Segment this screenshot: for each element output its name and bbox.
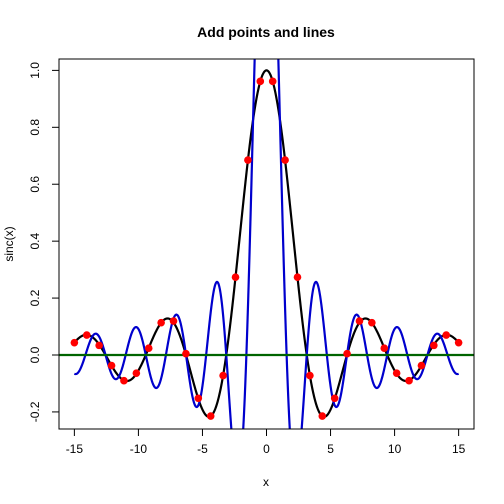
data-point bbox=[281, 156, 289, 164]
series-line-2 bbox=[73, 59, 460, 429]
y-tick-label: -0.2 bbox=[28, 401, 42, 422]
data-point bbox=[343, 349, 351, 358]
data-point bbox=[368, 318, 376, 327]
data-point bbox=[244, 156, 252, 164]
data-point bbox=[355, 317, 364, 325]
data-point bbox=[219, 371, 227, 380]
y-tick-label: 1.0 bbox=[28, 62, 42, 79]
x-axis-label: x bbox=[263, 475, 269, 489]
data-point bbox=[392, 369, 401, 377]
data-point bbox=[306, 371, 314, 380]
x-tick-label: 10 bbox=[388, 442, 402, 456]
y-axis: -0.2 0.0 0.2 0.4 0.6 0.8 1.0 bbox=[28, 62, 60, 422]
data-point bbox=[454, 338, 463, 347]
data-point bbox=[318, 412, 327, 420]
data-point bbox=[82, 331, 91, 339]
data-point bbox=[380, 344, 389, 353]
x-tick-label: 15 bbox=[452, 442, 466, 456]
x-tick-label: 0 bbox=[263, 442, 270, 456]
y-axis-label: sinc(x) bbox=[2, 226, 16, 261]
data-point bbox=[157, 318, 165, 327]
x-tick-label: -10 bbox=[130, 442, 148, 456]
data-point bbox=[144, 344, 153, 353]
data-point bbox=[417, 361, 426, 370]
data-point bbox=[442, 331, 451, 339]
data-point bbox=[430, 341, 438, 350]
plot-frame bbox=[58, 58, 475, 430]
data-point bbox=[70, 338, 79, 347]
y-tick-label: 0.6 bbox=[28, 176, 42, 193]
data-point bbox=[107, 361, 116, 370]
y-tick-label: 0.2 bbox=[28, 289, 42, 306]
plot-area bbox=[59, 59, 474, 429]
series-line-1 bbox=[73, 69, 460, 418]
x-tick-label: -15 bbox=[66, 442, 84, 456]
data-point bbox=[194, 394, 203, 403]
data-point bbox=[231, 273, 240, 281]
x-tick-label: 5 bbox=[327, 442, 334, 456]
x-axis: -15 -10 -5 0 5 10 15 bbox=[66, 428, 466, 456]
data-point bbox=[120, 376, 128, 385]
data-point bbox=[330, 394, 339, 403]
data-point bbox=[405, 376, 413, 385]
data-point bbox=[293, 273, 302, 281]
data-point bbox=[256, 77, 265, 86]
x-tick-label: -5 bbox=[197, 442, 208, 456]
y-tick-label: 0.0 bbox=[28, 346, 42, 363]
data-point bbox=[206, 412, 215, 420]
data-point bbox=[182, 349, 190, 358]
y-tick-label: 0.4 bbox=[28, 232, 42, 249]
data-point bbox=[169, 317, 178, 325]
data-point bbox=[268, 77, 277, 86]
data-point bbox=[132, 369, 141, 377]
chart-title: Add points and lines bbox=[197, 24, 335, 40]
data-point bbox=[95, 341, 103, 350]
y-tick-label: 0.8 bbox=[28, 119, 42, 136]
